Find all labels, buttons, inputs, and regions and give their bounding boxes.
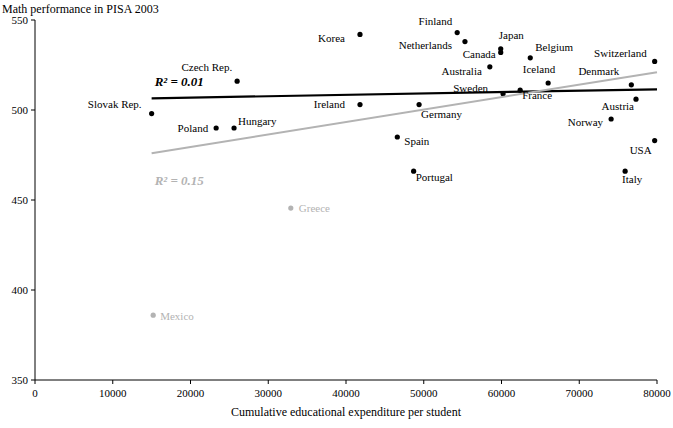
point-label: Iceland	[523, 63, 556, 75]
point	[652, 138, 657, 143]
point	[149, 111, 154, 116]
point-label: Spain	[404, 135, 430, 147]
point-label: Japan	[499, 29, 525, 41]
point	[546, 80, 551, 85]
point-label: Switzerland	[594, 47, 647, 59]
r-squared-label: R² = 0.15	[154, 173, 205, 188]
x-axis-label: Cumulative educational expenditure per s…	[231, 405, 462, 419]
x-tick	[346, 380, 347, 384]
y-tick-label: 400	[12, 284, 29, 296]
x-tick-label: 0	[32, 387, 38, 399]
point-label: Italy	[622, 173, 643, 185]
x-tick-label: 40000	[332, 387, 360, 399]
marks	[149, 30, 657, 318]
point-label: Czech Rep.	[181, 61, 232, 73]
x-tick	[112, 380, 113, 384]
point	[528, 55, 533, 60]
point-label: Greece	[299, 202, 330, 214]
y-tick	[31, 290, 35, 291]
y-tick-label: 350	[12, 374, 29, 386]
point-label: Denmark	[578, 65, 619, 77]
point	[231, 125, 236, 130]
r-squared-label: R² = 0.01	[154, 74, 204, 89]
x-tick-label: 30000	[255, 387, 283, 399]
point-label: Finland	[419, 15, 453, 27]
point	[498, 50, 503, 55]
point-label: Hungary	[238, 115, 277, 127]
point-label: Canada	[463, 48, 496, 60]
point-label: Mexico	[160, 310, 194, 322]
chart: Math performance in PISA 200335040045050…	[0, 0, 673, 428]
point	[151, 313, 156, 318]
point-label: Portugal	[416, 171, 453, 183]
x-tick-label: 20000	[177, 387, 205, 399]
point-label: Poland	[178, 122, 209, 134]
y-tick-label: 450	[12, 194, 29, 206]
point	[416, 102, 421, 107]
point	[633, 97, 638, 102]
point-label: Belgium	[535, 41, 573, 53]
regression-line	[152, 72, 657, 153]
y-tick-label: 550	[12, 14, 29, 26]
x-tick-label: 60000	[488, 387, 516, 399]
point-label: USA	[630, 144, 652, 156]
x-tick	[657, 380, 658, 384]
y-tick	[31, 110, 35, 111]
y-tick	[31, 20, 35, 21]
point	[652, 59, 657, 64]
point-label: Netherlands	[399, 39, 452, 51]
point-label: Germany	[421, 108, 462, 120]
point-label: Austria	[602, 100, 635, 112]
y-tick	[31, 200, 35, 201]
x-tick-label: 80000	[643, 387, 671, 399]
point-label: Slovak Rep.	[88, 98, 142, 110]
y-tick-label: 500	[12, 104, 29, 116]
point	[455, 30, 460, 35]
point	[395, 134, 400, 139]
point-label: Norway	[568, 116, 604, 128]
point-label: France	[522, 89, 552, 101]
x-tick-label: 50000	[410, 387, 438, 399]
point	[462, 39, 467, 44]
x-tick	[190, 380, 191, 384]
regression-line	[152, 89, 657, 98]
point	[609, 116, 614, 121]
point	[214, 125, 219, 130]
x-tick	[423, 380, 424, 384]
x-tick	[35, 380, 36, 384]
x-tick	[268, 380, 269, 384]
point-label: Australia	[442, 65, 482, 77]
point	[288, 206, 293, 211]
point-label: Korea	[318, 32, 345, 44]
point	[487, 64, 492, 69]
point-label: Sweden	[453, 82, 488, 94]
labels: Slovak Rep. Czech Rep. Poland Hungary Korea I…	[88, 15, 652, 323]
y-tick	[31, 380, 35, 381]
point	[629, 82, 634, 87]
point-label: Ireland	[314, 98, 346, 110]
point	[357, 32, 362, 37]
x-tick-label: 70000	[566, 387, 594, 399]
point	[235, 79, 240, 84]
point	[357, 102, 362, 107]
x-tick-label: 10000	[99, 387, 127, 399]
x-tick	[579, 380, 580, 384]
x-tick	[501, 380, 502, 384]
